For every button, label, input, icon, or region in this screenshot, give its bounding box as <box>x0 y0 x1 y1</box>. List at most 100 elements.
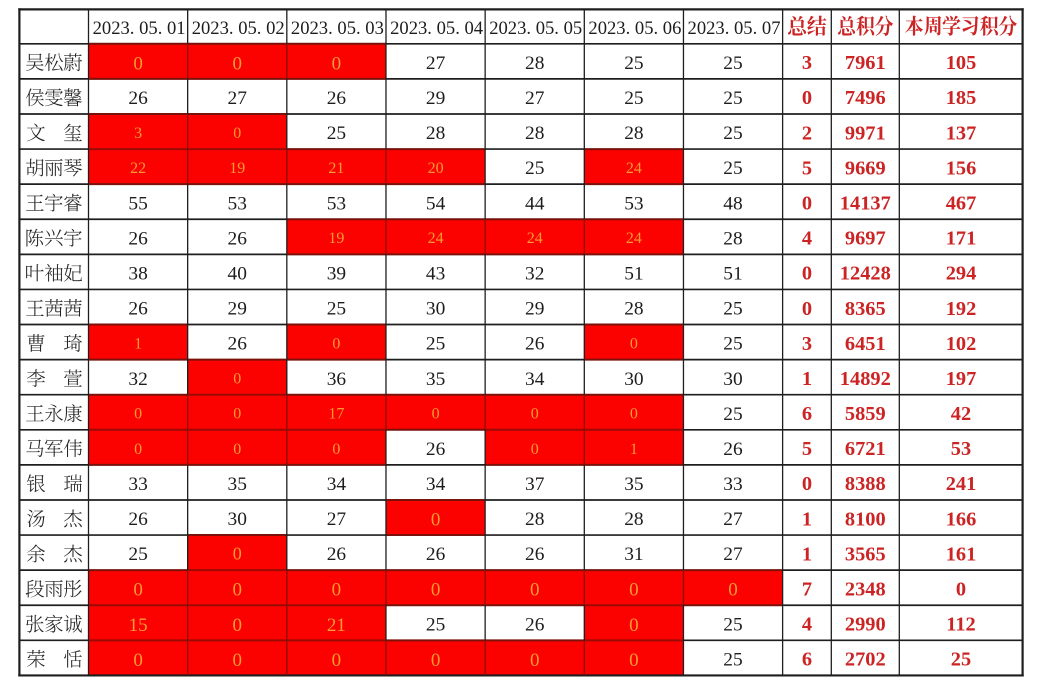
svg-text:2023. 05. 01: 2023. 05. 01 <box>93 18 186 39</box>
svg-text:26: 26 <box>525 334 545 355</box>
svg-text:0: 0 <box>531 441 539 458</box>
svg-text:25: 25 <box>723 334 742 355</box>
svg-text:171: 171 <box>946 228 977 250</box>
svg-text:8365: 8365 <box>845 298 886 320</box>
svg-text:8100: 8100 <box>845 508 886 530</box>
svg-text:0: 0 <box>629 650 639 671</box>
svg-text:0: 0 <box>629 615 639 636</box>
svg-text:26: 26 <box>426 544 446 565</box>
svg-text:2023. 05. 04: 2023. 05. 04 <box>390 18 483 39</box>
svg-text:25: 25 <box>723 123 742 144</box>
svg-text:0: 0 <box>232 650 242 671</box>
svg-text:185: 185 <box>946 87 977 109</box>
svg-text:0: 0 <box>232 580 242 601</box>
svg-text:38: 38 <box>128 264 147 285</box>
svg-text:25: 25 <box>723 404 742 425</box>
svg-text:1: 1 <box>802 543 812 565</box>
svg-text:0: 0 <box>630 406 638 423</box>
svg-text:42: 42 <box>951 403 971 425</box>
svg-text:0: 0 <box>133 53 143 74</box>
svg-text:294: 294 <box>946 263 977 285</box>
svg-text:241: 241 <box>946 473 977 495</box>
svg-text:7496: 7496 <box>845 87 886 109</box>
svg-text:0: 0 <box>802 193 812 215</box>
svg-text:55: 55 <box>128 193 147 214</box>
svg-text:27: 27 <box>525 88 545 109</box>
svg-text:0: 0 <box>802 263 812 285</box>
svg-text:25: 25 <box>624 53 643 74</box>
svg-text:7: 7 <box>802 579 812 601</box>
svg-text:27: 27 <box>426 53 446 74</box>
svg-text:0: 0 <box>332 336 340 353</box>
svg-text:105: 105 <box>946 52 977 74</box>
svg-text:5: 5 <box>802 438 812 460</box>
svg-text:25: 25 <box>723 158 742 179</box>
svg-text:35: 35 <box>624 474 643 495</box>
svg-text:17: 17 <box>328 406 344 423</box>
svg-text:31: 31 <box>624 544 643 565</box>
svg-text:28: 28 <box>525 509 544 530</box>
svg-text:4: 4 <box>802 614 812 636</box>
svg-text:26: 26 <box>723 439 743 460</box>
svg-text:26: 26 <box>128 88 148 109</box>
svg-text:53: 53 <box>228 193 247 214</box>
svg-text:24: 24 <box>428 230 444 247</box>
svg-text:3565: 3565 <box>845 543 886 565</box>
svg-text:29: 29 <box>228 299 247 320</box>
svg-text:34: 34 <box>525 369 545 390</box>
svg-text:2023. 05. 03: 2023. 05. 03 <box>291 18 384 39</box>
svg-text:26: 26 <box>228 334 248 355</box>
svg-text:5859: 5859 <box>845 403 886 425</box>
svg-text:0: 0 <box>431 650 441 671</box>
svg-text:0: 0 <box>233 406 241 423</box>
svg-text:2023. 05. 02: 2023. 05. 02 <box>192 18 285 39</box>
svg-text:0: 0 <box>233 544 242 564</box>
svg-text:19: 19 <box>229 160 245 177</box>
svg-text:25: 25 <box>723 650 742 671</box>
svg-text:1: 1 <box>630 441 638 458</box>
svg-text:0: 0 <box>530 580 540 601</box>
svg-text:27: 27 <box>723 544 743 565</box>
svg-text:25: 25 <box>723 88 742 109</box>
svg-text:166: 166 <box>946 508 977 530</box>
svg-text:25: 25 <box>128 544 147 565</box>
svg-text:197: 197 <box>946 368 977 390</box>
svg-text:112: 112 <box>946 614 975 636</box>
svg-text:6: 6 <box>802 649 812 671</box>
svg-text:53: 53 <box>624 193 643 214</box>
svg-text:30: 30 <box>723 369 742 390</box>
svg-text:25: 25 <box>624 88 643 109</box>
svg-text:0: 0 <box>531 406 539 423</box>
svg-text:0: 0 <box>802 87 812 109</box>
svg-text:36: 36 <box>327 369 347 390</box>
svg-text:1: 1 <box>802 368 812 390</box>
svg-text:33: 33 <box>128 474 147 495</box>
svg-text:25: 25 <box>426 334 445 355</box>
svg-text:0: 0 <box>431 510 441 531</box>
svg-text:32: 32 <box>525 264 544 285</box>
svg-text:2: 2 <box>802 122 812 144</box>
svg-text:28: 28 <box>624 123 643 144</box>
svg-text:137: 137 <box>946 122 977 144</box>
svg-text:25: 25 <box>327 299 346 320</box>
svg-text:26: 26 <box>525 544 545 565</box>
svg-text:29: 29 <box>426 88 445 109</box>
svg-text:2023. 05. 05: 2023. 05. 05 <box>489 18 582 39</box>
svg-text:6451: 6451 <box>845 333 886 355</box>
svg-text:53: 53 <box>327 193 346 214</box>
svg-text:9669: 9669 <box>845 157 886 179</box>
svg-text:19: 19 <box>328 230 344 247</box>
svg-text:26: 26 <box>128 509 148 530</box>
svg-text:28: 28 <box>624 299 643 320</box>
svg-text:26: 26 <box>327 544 347 565</box>
svg-text:24: 24 <box>527 230 543 247</box>
svg-text:192: 192 <box>946 298 977 320</box>
svg-text:30: 30 <box>426 299 445 320</box>
svg-text:26: 26 <box>327 88 347 109</box>
svg-text:9697: 9697 <box>845 228 886 250</box>
svg-text:26: 26 <box>426 439 446 460</box>
svg-text:0: 0 <box>232 53 242 74</box>
svg-text:51: 51 <box>723 264 742 285</box>
svg-text:25: 25 <box>426 614 445 635</box>
svg-text:467: 467 <box>946 193 977 215</box>
